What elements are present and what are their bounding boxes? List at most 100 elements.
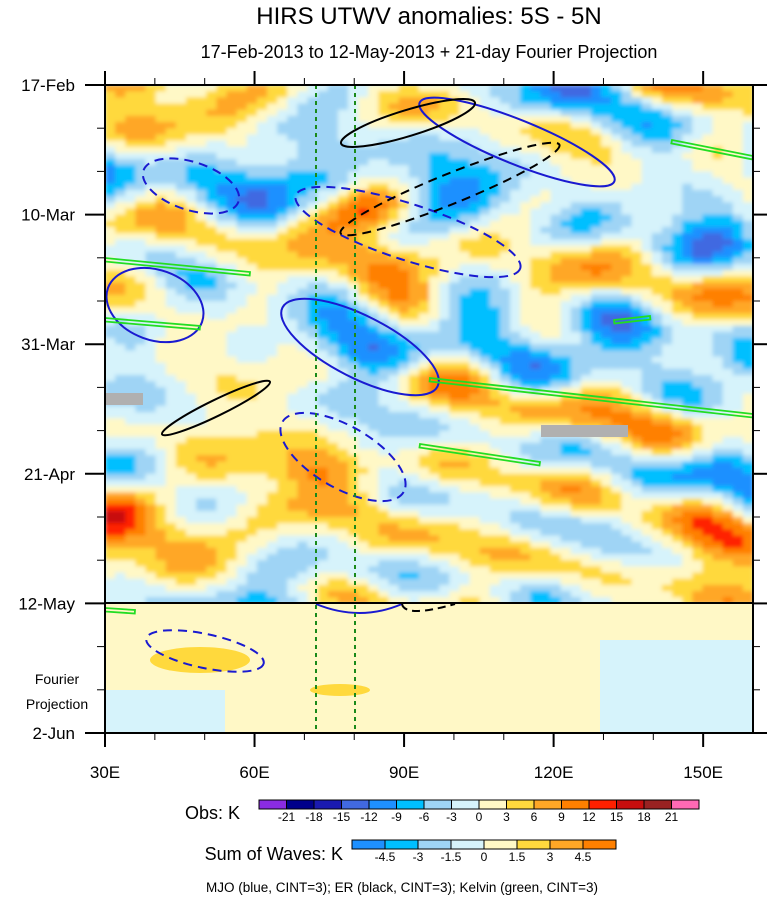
obs-cell [246, 226, 258, 234]
obs-cell [206, 529, 217, 537]
obs-cell [641, 535, 653, 543]
obs-cell [631, 350, 643, 358]
obs-cell [611, 115, 622, 123]
obs-cell [277, 486, 288, 493]
obs-cell [186, 128, 197, 135]
obs-cell [429, 202, 440, 210]
obs-cell [256, 233, 268, 240]
obs-cell [712, 523, 724, 530]
obs-cell [398, 122, 410, 129]
obs-cell [186, 263, 197, 271]
obs-cell [692, 97, 703, 105]
obs-cell [317, 547, 329, 555]
obs-cell [580, 517, 592, 524]
obs-cell [418, 356, 430, 364]
obs-cell [175, 294, 187, 302]
obs-cell [287, 220, 298, 228]
obs-cell [196, 510, 207, 518]
obs-cell [510, 196, 521, 203]
obs-cell [560, 449, 572, 456]
obs-cell [267, 436, 278, 444]
obs-cell [256, 535, 268, 543]
obs-cell [348, 356, 359, 364]
obs-cell [621, 257, 633, 265]
obs-cell [429, 233, 440, 240]
obs-cell [712, 171, 724, 179]
obs-cell [337, 214, 349, 222]
obs-cell [145, 301, 157, 308]
obs-cell [570, 368, 582, 376]
obs-cell [601, 177, 612, 185]
obs-cell [186, 350, 197, 358]
obs-cell [165, 412, 177, 419]
obs-cell [621, 393, 633, 401]
obs-cell [560, 146, 572, 154]
obs-cell [692, 560, 703, 567]
obs-cell [337, 301, 349, 308]
obs-cell [115, 430, 126, 438]
obs-cell [216, 523, 228, 530]
obs-cell [631, 214, 643, 222]
obs-cell [378, 165, 390, 172]
obs-cell [601, 282, 612, 290]
obs-cell [246, 368, 258, 376]
obs-cell [115, 436, 126, 444]
obs-cell [287, 517, 298, 524]
obs-anomaly-field [105, 85, 753, 604]
obs-cell [611, 288, 622, 296]
obs-cell [722, 288, 734, 296]
obs-cell [175, 202, 187, 210]
obs-cell [125, 183, 136, 191]
obs-cell [570, 467, 582, 475]
obs-cell [277, 405, 288, 413]
obs-cell [125, 85, 136, 92]
obs-cell [327, 362, 339, 370]
obs-cell [672, 202, 683, 210]
obs-cell [439, 449, 450, 456]
obs-cell [651, 498, 663, 506]
obs-cell [601, 338, 612, 345]
obs-cell [489, 467, 501, 475]
obs-cell [682, 165, 693, 172]
obs-cell [631, 479, 643, 487]
obs-cell [388, 529, 400, 537]
obs-cell [682, 220, 693, 228]
obs-cell [135, 356, 147, 364]
obs-cell [520, 523, 531, 530]
obs-cell [742, 276, 753, 284]
obs-cell [368, 307, 379, 314]
obs-cell [580, 319, 592, 327]
obs-cell [216, 282, 228, 290]
obs-cell [256, 171, 268, 179]
obs-cell [459, 313, 471, 321]
obs-cell [115, 233, 126, 240]
obs-cell [418, 189, 430, 197]
obs-cell [479, 535, 491, 543]
obs-cell [712, 159, 724, 166]
obs-cell [489, 226, 501, 234]
obs-cell [206, 375, 217, 382]
obs-cell [358, 529, 369, 537]
obs-cell [641, 418, 653, 426]
obs-cell [550, 523, 562, 530]
obs-cell [621, 233, 633, 240]
obs-cell [651, 233, 663, 240]
obs-cell [530, 97, 541, 105]
obs-cell [256, 436, 268, 444]
obs-cell [348, 449, 359, 456]
obs-cell [469, 233, 481, 240]
obs-cell [226, 140, 238, 148]
obs-cell [155, 159, 167, 166]
obs-cell [327, 177, 339, 185]
obs-cell [499, 486, 511, 493]
obs-cell [459, 492, 471, 500]
obs-cell [388, 554, 400, 561]
obs-cell [702, 220, 714, 228]
obs-cell [429, 504, 440, 512]
obs-cell [317, 473, 329, 481]
obs-cell [105, 504, 116, 512]
obs-cell [408, 307, 420, 314]
obs-cell [560, 554, 572, 561]
obs-cell [439, 276, 450, 284]
obs-cell [145, 541, 157, 549]
